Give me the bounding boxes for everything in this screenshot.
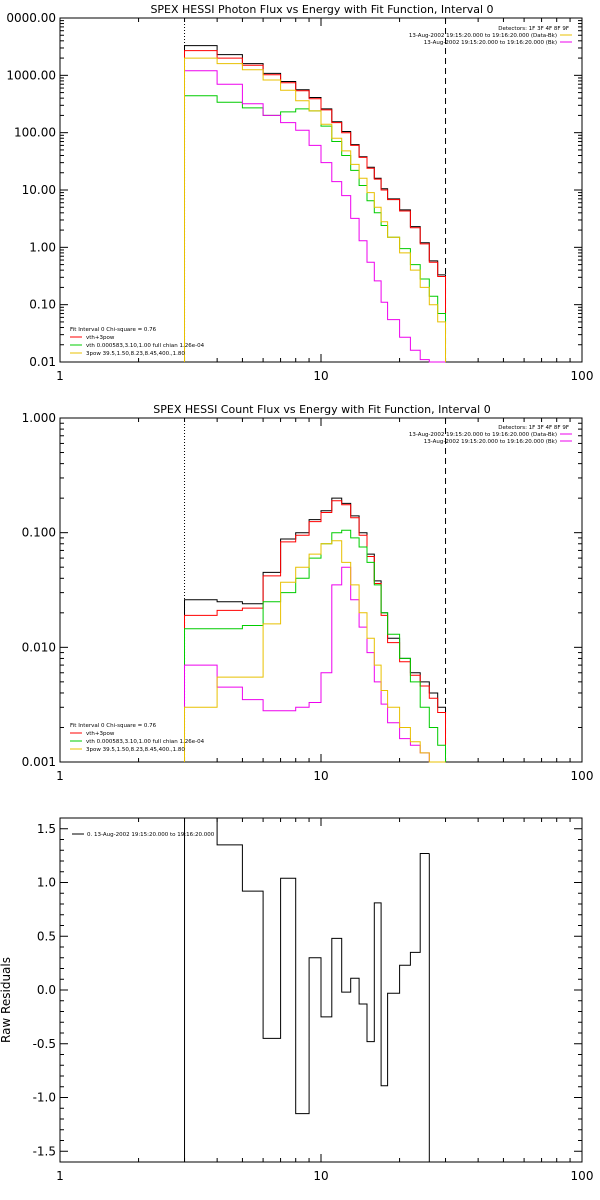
plot-frame: [59, 17, 583, 363]
x-tick-label: 100: [571, 1169, 594, 1183]
detectors-label: Detectors: 1F 3F 4F 8F 9F: [498, 26, 569, 32]
x-tick-label: 100: [571, 369, 594, 383]
y-tick-label: 0000.00: [6, 11, 56, 25]
y-tick-label: 0.10: [29, 298, 56, 312]
y-tick-label: 1.5: [37, 822, 56, 836]
plot-frame: [59, 417, 583, 763]
series-4-histogram: [184, 57, 446, 362]
detectors-label: Detectors: 1F 3F 4F 8F 9F: [498, 425, 569, 431]
data-interval-label: 13-Aug-2002 19:15:20.000 to 19:16:20.000…: [409, 33, 557, 39]
y-tick-label: -0.5: [33, 1037, 56, 1051]
y-tick-label: 0.5: [37, 929, 56, 943]
count-flux-panel: SPEX HESSI Count Flux vs Energy with Fit…: [22, 403, 594, 783]
x-tick-label: 10: [313, 769, 328, 783]
residuals-tick-labels: 1 10 100 -1.5 -1.0 -0.5 0.0 0.5 1.0 1.5: [33, 822, 594, 1183]
series-1-histogram: [184, 50, 446, 362]
count-flux-header: Detectors: 1F 3F 4F 8F 9F 13-Aug-2002 19…: [409, 425, 572, 445]
bk-interval-label: 13-Aug-2002 19:15:20.000 to 19:16:20.000…: [424, 40, 557, 46]
vth-params-label: vth 0.000583,3.10,1.00 full chian 1.26e-…: [86, 739, 205, 745]
fit-interval-label: Fit Interval 0 Chi-square = 0.76: [70, 327, 157, 333]
y-tick-label: 100.00: [14, 126, 56, 140]
y-tick-label: 10.00: [22, 183, 56, 197]
x-tick-label: 10: [313, 1169, 328, 1183]
x-tick-label: 1: [56, 1169, 64, 1183]
residuals-panel: 1 10 100 -1.5 -1.0 -0.5 0.0 0.5 1.0 1.5 Raw Resid…: [0, 817, 594, 1183]
y-tick-label: 0.001: [22, 755, 56, 769]
y-tick-label: 1.000: [22, 411, 56, 425]
y-tick-label: 0.100: [22, 526, 56, 540]
y-tick-label: 1.0: [37, 876, 56, 890]
y-tick-label: 0.010: [22, 640, 56, 654]
series-1-histogram: [184, 500, 446, 762]
data-interval-label: 13-Aug-2002 19:15:20.000 to 19:16:20.000…: [409, 432, 557, 438]
fit-interval-label: Fit Interval 0 Chi-square = 0.76: [70, 723, 157, 729]
x-tick-label: 10: [313, 369, 328, 383]
y-tick-label: 0.0: [37, 983, 56, 997]
photon-flux-header: Detectors: 1F 3F 4F 8F 9F 13-Aug-2002 19…: [409, 26, 572, 46]
y-tick-label: 1000.00: [6, 68, 56, 82]
count-flux-title: SPEX HESSI Count Flux vs Energy with Fit…: [153, 403, 490, 416]
series-3-histogram: [184, 70, 446, 363]
photon-flux-fit-annotation: Fit Interval 0 Chi-square = 0.76 vth+3po…: [70, 327, 205, 357]
photon-flux-plot-area: [59, 17, 583, 363]
fit-model-label: vth+3pow: [86, 335, 115, 341]
pow-params-label: 3pow 39.5,1.50,8.23,8.45,400.,1.80: [86, 747, 185, 753]
count-flux-fit-annotation: Fit Interval 0 Chi-square = 0.76 vth+3po…: [70, 723, 205, 753]
pow-params-label: 3pow 39.5,1.50,8.23,8.45,400.,1.80: [86, 351, 185, 357]
bk-interval-label: 13-Aug-2002 19:15:20.000 to 19:16:20.000…: [424, 439, 557, 445]
fit-model-label: vth+3pow: [86, 731, 115, 737]
photon-flux-tick-labels: 1 10 100 0.01 0.10 1.00 10.00 100.00 1000.00 0000…: [6, 11, 593, 383]
x-tick-label: 100: [571, 769, 594, 783]
series-4-histogram: [184, 540, 446, 763]
y-tick-label: -1.5: [33, 1144, 56, 1158]
count-flux-plot-area: [59, 417, 583, 763]
x-tick-label: 1: [56, 769, 64, 783]
series-3-histogram: [184, 566, 446, 763]
y-tick-label: -1.0: [33, 1091, 56, 1105]
y-tick-label: 0.01: [29, 355, 56, 369]
series-2-histogram: [184, 95, 446, 362]
residuals-legend: 0. 13-Aug-2002 19:15:20.000 to 19:16:20.…: [72, 832, 215, 838]
vth-params-label: vth 0.000583,3.10,1.00 full chian 1.26e-…: [86, 343, 205, 349]
series-0-histogram: [184, 817, 430, 1115]
series-0-histogram: [184, 45, 446, 362]
residuals-y-axis-label: Raw Residuals: [0, 957, 13, 1043]
x-tick-label: 1: [56, 369, 64, 383]
residuals-plot-area: [59, 817, 583, 1163]
count-flux-tick-labels: 1 10 100 0.001 0.010 0.100 1.000: [22, 411, 594, 783]
residuals-legend-label: 0. 13-Aug-2002 19:15:20.000 to 19:16:20.…: [87, 832, 215, 838]
photon-flux-title: SPEX HESSI Photon Flux vs Energy with Fi…: [150, 3, 493, 16]
photon-flux-panel: SPEX HESSI Photon Flux vs Energy with Fi…: [6, 3, 593, 383]
series-0-histogram: [184, 497, 446, 762]
y-tick-label: 1.00: [29, 240, 56, 254]
